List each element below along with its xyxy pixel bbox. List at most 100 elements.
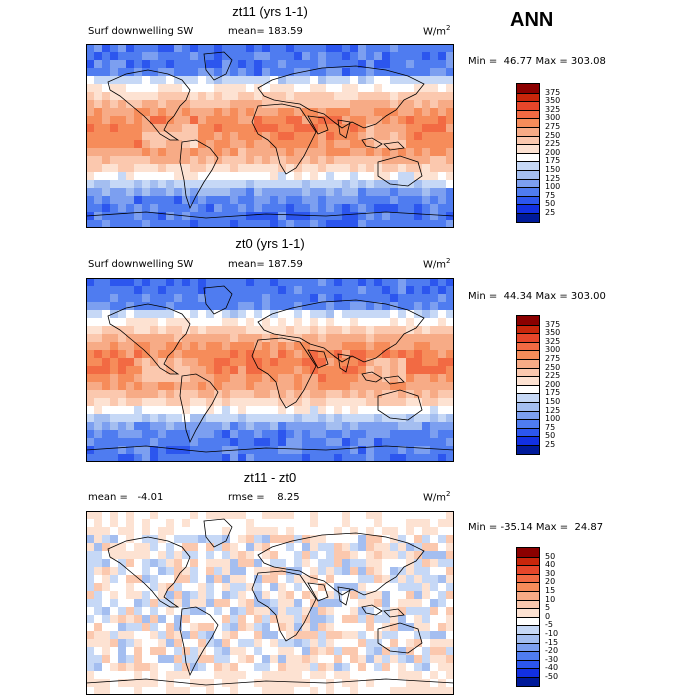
field-cell xyxy=(446,172,454,181)
field-cell xyxy=(382,116,391,125)
field-cell xyxy=(334,679,343,688)
field-cell xyxy=(110,414,119,423)
field-cell xyxy=(374,647,383,656)
field-cell xyxy=(166,76,175,85)
field-cell xyxy=(446,286,454,295)
field-cell xyxy=(246,422,255,431)
field-cell xyxy=(150,390,159,399)
field-cell xyxy=(382,220,391,228)
field-cell xyxy=(158,591,167,600)
field-cell xyxy=(350,310,359,319)
field-cell xyxy=(134,382,143,391)
field-cell xyxy=(278,188,287,197)
field-cell xyxy=(342,671,351,680)
field-cell xyxy=(334,84,343,93)
field-cell xyxy=(286,663,295,672)
field-cell xyxy=(278,92,287,101)
field-cell xyxy=(326,76,335,85)
field-cell xyxy=(126,535,135,544)
field-cell xyxy=(398,220,407,228)
field-cell xyxy=(166,302,175,311)
field-cell xyxy=(310,567,319,576)
field-cell xyxy=(158,519,167,528)
field-cell xyxy=(390,430,399,439)
field-cell xyxy=(86,60,95,69)
field-cell xyxy=(358,204,367,213)
field-cell xyxy=(334,108,343,117)
field-cell xyxy=(190,326,199,335)
field-cell xyxy=(326,382,335,391)
field-cell xyxy=(286,60,295,69)
field-cell xyxy=(246,398,255,407)
field-cell xyxy=(182,148,191,157)
field-cell xyxy=(286,310,295,319)
field-cell xyxy=(318,326,327,335)
field-cell xyxy=(406,519,415,528)
field-cell xyxy=(334,172,343,181)
field-cell xyxy=(174,454,183,462)
field-cell xyxy=(310,382,319,391)
field-cell xyxy=(302,446,311,455)
field-cell xyxy=(182,342,191,351)
field-cell xyxy=(142,527,151,536)
field-cell xyxy=(310,342,319,351)
field-cell xyxy=(174,390,183,399)
coastline xyxy=(86,445,454,453)
field-cell xyxy=(262,68,271,77)
field-cell xyxy=(310,438,319,447)
field-cell xyxy=(206,278,215,287)
field-cell xyxy=(390,687,399,695)
field-cell xyxy=(278,671,287,680)
field-cell xyxy=(238,172,247,181)
field-cell xyxy=(294,406,303,415)
field-cell xyxy=(142,519,151,528)
field-cell xyxy=(326,583,335,592)
field-cell xyxy=(374,615,383,624)
coastline xyxy=(107,69,191,141)
field-cell xyxy=(166,639,175,648)
field-cell xyxy=(438,575,447,584)
field-cell xyxy=(214,671,223,680)
field-cell xyxy=(286,438,295,447)
field-cell xyxy=(110,148,119,157)
field-cell xyxy=(246,278,255,287)
field-cell xyxy=(286,655,295,664)
field-cell xyxy=(278,278,287,287)
field-cell xyxy=(230,318,239,327)
field-cell xyxy=(206,326,215,335)
field-cell xyxy=(398,84,407,93)
field-cell xyxy=(230,647,239,656)
field-cell xyxy=(190,294,199,303)
field-cell xyxy=(174,326,183,335)
field-cell xyxy=(414,52,423,61)
field-cell xyxy=(422,164,431,173)
field-cell xyxy=(222,631,231,640)
field-cell xyxy=(182,294,191,303)
field-cell xyxy=(398,334,407,343)
field-cell xyxy=(382,76,391,85)
field-cell xyxy=(430,334,439,343)
coastline xyxy=(179,139,219,210)
field-cell xyxy=(438,519,447,528)
field-cell xyxy=(86,196,95,205)
field-cell xyxy=(86,342,95,351)
field-cell xyxy=(174,140,183,149)
field-cell xyxy=(310,84,319,93)
field-cell xyxy=(334,156,343,165)
field-cell xyxy=(422,52,431,61)
coastline xyxy=(107,536,191,608)
field-cell xyxy=(366,382,375,391)
field-cell xyxy=(302,132,311,141)
field-cell xyxy=(126,599,135,608)
field-cell xyxy=(230,422,239,431)
field-cell xyxy=(406,438,415,447)
field-cell xyxy=(134,631,143,640)
field-cell xyxy=(270,108,279,117)
field-cell xyxy=(262,607,271,616)
field-cell xyxy=(86,44,95,53)
field-cell xyxy=(238,374,247,383)
field-cell xyxy=(390,148,399,157)
field-cell xyxy=(406,196,415,205)
field-cell xyxy=(238,414,247,423)
field-cell xyxy=(94,527,103,536)
